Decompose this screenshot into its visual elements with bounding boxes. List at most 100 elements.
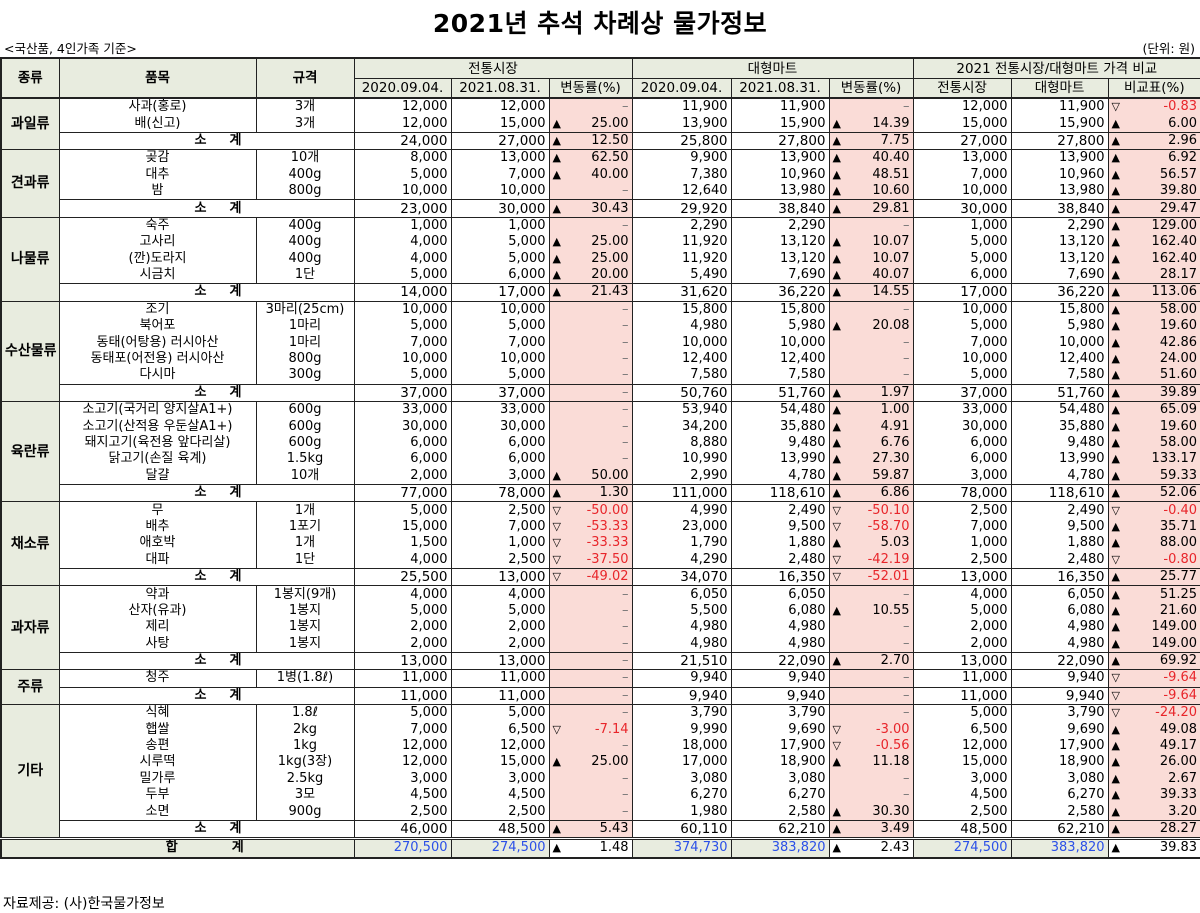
triangle-up-icon: ▲ <box>1111 587 1120 601</box>
change-value: 6.92 <box>1168 150 1198 166</box>
mart-change-rate: ▲ 10.07 <box>828 250 914 267</box>
header-spec: 규격 <box>255 57 355 99</box>
cmp-mart-price: 15,800 <box>1010 301 1109 319</box>
category-cell: 주류 <box>0 669 60 706</box>
change-value: 19.60 <box>1159 318 1198 334</box>
item-spec: 1마리 <box>255 334 355 351</box>
mart-change-rate: ▽ -58.70 <box>828 518 914 536</box>
trad-change-rate: – <box>548 367 633 385</box>
mart-change-rate: ▲ 10.55 <box>828 602 914 620</box>
change-value: 40.07 <box>872 267 910 283</box>
cmp-trad-price: 5,000 <box>912 367 1012 385</box>
mart-price-2020: 9,940 <box>631 686 732 706</box>
table-row: 수산물류 조기 3마리(25cm) 10,000 10,000–15,800 15,800… <box>0 300 1200 403</box>
cmp-ratio: ▲ 88.00 <box>1107 535 1200 552</box>
mart-price-2020: 11,900 <box>631 98 732 116</box>
trad-price-2021: 5,000 <box>450 250 550 267</box>
change-value: – <box>622 803 629 819</box>
cmp-ratio: ▲ 3.20 <box>1107 803 1200 821</box>
table-row: 사탕 1봉지 2,000 2,000–4,980 4,980–2,000 4,980 ▲ 14… <box>1 635 1200 653</box>
mart-price-2020: 3,080 <box>631 770 732 788</box>
item-spec: 1.8ℓ <box>255 704 355 722</box>
trad-price-2021: 12,000 <box>450 737 550 755</box>
mart-change-rate: ▽ -0.56 <box>828 737 914 755</box>
trad-price-2020: 12,000 <box>353 754 452 771</box>
cmp-ratio: ▲ 58.00 <box>1107 301 1200 319</box>
category-cell: 과일류 <box>0 97 60 151</box>
category-cell: 기타 <box>0 704 60 840</box>
trad-price-2021: 15,000 <box>450 115 550 133</box>
trad-price-2020: 46,000 <box>353 819 452 840</box>
mart-price-2021: 16,350 <box>730 567 830 587</box>
trad-price-2020: 11,000 <box>353 686 452 706</box>
change-value: 2.67 <box>1168 770 1198 786</box>
item-name: 대파 <box>58 551 257 569</box>
item-name: 사과(홍로) <box>58 98 257 116</box>
mart-price-2020: 10,990 <box>631 451 732 468</box>
change-value: 20.08 <box>872 318 910 334</box>
cmp-mart-price: 6,050 <box>1010 585 1109 603</box>
change-value: 3.20 <box>1168 803 1198 819</box>
triangle-up-icon: ▲ <box>832 603 841 617</box>
cmp-mart-price: 13,990 <box>1010 451 1109 468</box>
change-value: 40.40 <box>872 150 910 166</box>
mart-price-2021: 2,480 <box>730 551 830 569</box>
trad-change-rate: – <box>548 737 633 755</box>
cmp-ratio: ▲ 49.17 <box>1107 737 1200 755</box>
change-value: 25.00 <box>591 115 629 131</box>
table-row: (깐)도라지 400g 4,000 5,000 ▲ 25.00 11,920 13,120 ▲ 1… <box>1 250 1200 267</box>
item-name: 약과 <box>58 585 257 603</box>
cmp-mart-price: 12,400 <box>1010 350 1109 368</box>
change-value: 1.00 <box>880 402 910 418</box>
trad-price-2021: 13,000 <box>450 567 550 587</box>
change-value: -9.64 <box>1163 687 1198 703</box>
item-name: 달걀 <box>58 467 257 485</box>
triangle-up-icon: ▲ <box>832 755 841 769</box>
cmp-ratio: ▲ 113.06 <box>1107 283 1200 302</box>
cmp-mart-price: 1,880 <box>1010 535 1109 552</box>
trad-price-2020: 12,000 <box>353 115 452 133</box>
cmp-mart-price: 3,080 <box>1010 770 1109 788</box>
triangle-up-icon: ▲ <box>1111 486 1120 500</box>
change-value: – <box>903 670 910 686</box>
trad-price-2020: 23,000 <box>353 199 452 218</box>
triangle-up-icon: ▲ <box>1111 335 1120 349</box>
trad-total-2020: 270,500 <box>353 837 452 859</box>
cmp-trad-price: 2,500 <box>912 803 1012 821</box>
item-name: 소고기(국거리 양지살A1+) <box>58 401 257 419</box>
mart-change-rate: – <box>828 350 914 368</box>
trad-change-rate: ▲ 25.00 <box>548 115 633 133</box>
category-cell: 채소류 <box>0 501 60 587</box>
trad-change-rate: – <box>548 318 633 335</box>
mart-price-2021: 38,840 <box>730 199 830 218</box>
cmp-mart-price: 9,940 <box>1010 686 1109 706</box>
mart-change-rate: – <box>828 217 914 235</box>
change-value: – <box>622 435 629 450</box>
item-spec: 1봉지 <box>255 602 355 620</box>
mart-change-rate: ▲ 40.40 <box>828 149 914 167</box>
mart-price-2021: 2,290 <box>730 217 830 235</box>
cmp-mart-total: 383,820 <box>1010 837 1109 859</box>
change-value: – <box>903 99 910 115</box>
trad-price-2021: 6,000 <box>450 451 550 468</box>
trad-price-2020: 2,000 <box>353 467 452 485</box>
cmp-trad-price: 6,500 <box>912 721 1012 738</box>
header-trad-date-2020: 2020.09.04. <box>353 78 452 99</box>
mart-change-rate: – <box>828 619 914 636</box>
change-value: -33.33 <box>586 535 629 551</box>
category-cell: 과자류 <box>0 585 60 671</box>
cmp-ratio: ▽ -0.40 <box>1107 501 1200 519</box>
subtotal-row: 소 계 25,500 13,000 ▽ -49.02 34,070 16,350 ▽ -52.01… <box>1 567 1200 587</box>
mart-change-rate: – <box>828 367 914 385</box>
triangle-up-icon: ▲ <box>1111 620 1120 634</box>
mart-price-2021: 3,080 <box>730 770 830 788</box>
table-row: 시금치 1단 5,000 6,000 ▲ 20.00 5,490 7,690 ▲ 40.07 6,0… <box>1 266 1200 284</box>
mart-price-2020: 21,510 <box>631 651 732 671</box>
cmp-mart-price: 7,580 <box>1010 367 1109 385</box>
triangle-down-icon: ▽ <box>1111 671 1120 685</box>
triangle-up-icon: ▲ <box>832 486 841 500</box>
